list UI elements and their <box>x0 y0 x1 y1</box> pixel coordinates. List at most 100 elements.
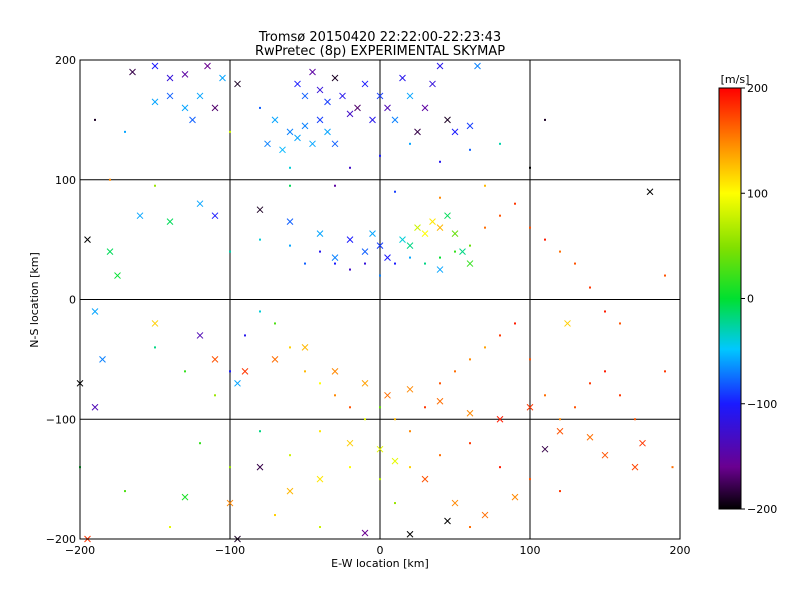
data-point-x <box>324 128 331 136</box>
data-point-x <box>421 104 429 112</box>
data-point-dot <box>334 262 336 265</box>
data-point-x <box>436 62 444 70</box>
data-point-x <box>91 403 99 411</box>
grid-lines <box>80 60 680 539</box>
data-point-dot <box>469 526 471 529</box>
data-point-dot <box>214 394 216 397</box>
data-point-dot <box>334 184 336 187</box>
data-point-x <box>181 71 189 78</box>
colorbar-tick-label: 100 <box>747 187 768 200</box>
data-point-x <box>256 206 264 214</box>
data-point-dot <box>469 244 471 247</box>
data-point-dot <box>289 184 291 187</box>
data-point-x <box>331 74 339 82</box>
data-point-dot <box>244 334 246 337</box>
data-point-x <box>151 62 159 70</box>
data-point-x <box>91 308 99 315</box>
data-point-x <box>391 116 399 124</box>
data-point-x <box>369 116 376 124</box>
data-point-dot <box>529 358 531 361</box>
data-point-dot <box>544 394 546 397</box>
data-point-dot <box>304 262 306 265</box>
data-point-dot <box>334 394 336 397</box>
data-point-dot <box>664 274 666 277</box>
data-point-dot <box>349 406 351 409</box>
data-point-dot <box>109 178 111 181</box>
data-point-x <box>466 409 474 417</box>
data-point-dot <box>259 430 261 433</box>
data-point-dot <box>454 370 456 373</box>
data-point-x <box>271 116 279 124</box>
chart-subtitle: RwPretec (8p) EXPERIMENTAL SKYMAP <box>255 44 505 59</box>
data-point-x <box>391 457 399 465</box>
data-point-x <box>376 445 384 453</box>
colorbar-tick-label: −100 <box>747 398 777 411</box>
data-point-x <box>436 397 444 405</box>
colorbar-tick-label: 0 <box>747 293 754 306</box>
data-point-dot <box>409 466 411 469</box>
data-point-x <box>196 200 204 208</box>
data-point-x <box>286 487 294 495</box>
data-point-dot <box>94 118 96 121</box>
data-point-x <box>586 433 594 441</box>
data-point-x <box>526 403 534 411</box>
data-point-x <box>99 356 106 363</box>
data-point-x <box>301 122 309 130</box>
data-point-dot <box>671 466 674 469</box>
data-point-dot <box>229 466 231 469</box>
data-point-x <box>339 92 346 100</box>
data-point-dot <box>604 310 606 313</box>
data-point-x <box>429 218 436 226</box>
data-point-dot <box>664 370 666 373</box>
data-point-x <box>181 493 189 501</box>
data-point-x <box>414 128 421 136</box>
data-point-x <box>279 146 286 154</box>
y-ticks: −200 −100 0 100 200 <box>46 54 76 546</box>
data-point-dot <box>289 346 291 349</box>
data-point-dot <box>259 106 261 109</box>
data-point-dot <box>499 214 501 217</box>
data-point-x <box>271 356 279 363</box>
data-point-dot <box>349 268 351 271</box>
data-point-x <box>84 236 91 243</box>
data-point-dot <box>529 166 531 169</box>
data-point-dot <box>379 478 381 481</box>
x-tick-label: −200 <box>65 544 95 557</box>
y-tick-label: −200 <box>46 533 76 546</box>
data-point-x <box>331 367 339 375</box>
data-point-dot <box>469 442 471 445</box>
data-point-x <box>646 188 654 196</box>
data-point-dot <box>154 346 156 349</box>
data-point-x <box>316 230 324 237</box>
data-point-x <box>256 463 264 471</box>
data-point-x <box>541 445 549 453</box>
data-point-x <box>466 122 474 130</box>
data-point-x <box>264 140 271 148</box>
data-point-x <box>166 74 174 82</box>
data-point-x <box>436 224 444 232</box>
data-point-x <box>346 439 354 447</box>
data-point-dot <box>619 322 621 325</box>
data-point-dot <box>319 382 321 385</box>
data-point-x <box>151 98 159 106</box>
data-point-dot <box>184 370 186 373</box>
data-point-dot <box>379 154 381 157</box>
data-point-dot <box>484 184 486 187</box>
data-point-dot <box>499 466 501 469</box>
data-point-x <box>166 218 174 226</box>
data-point-x <box>406 92 414 100</box>
data-point-dot <box>559 250 561 253</box>
data-point-x <box>406 530 414 538</box>
colorbar-ticks: 200 100 0 −100 −200 <box>741 82 777 516</box>
data-point-dot <box>499 142 501 145</box>
data-point-dot <box>304 370 306 373</box>
data-point-x <box>331 254 339 261</box>
data-point-dot <box>484 346 486 349</box>
data-point-dot <box>439 160 441 163</box>
data-point-x <box>211 212 219 220</box>
data-point-dot <box>274 514 276 517</box>
data-point-x <box>459 248 466 255</box>
data-point-dot <box>364 418 366 421</box>
data-point-x <box>181 104 189 112</box>
